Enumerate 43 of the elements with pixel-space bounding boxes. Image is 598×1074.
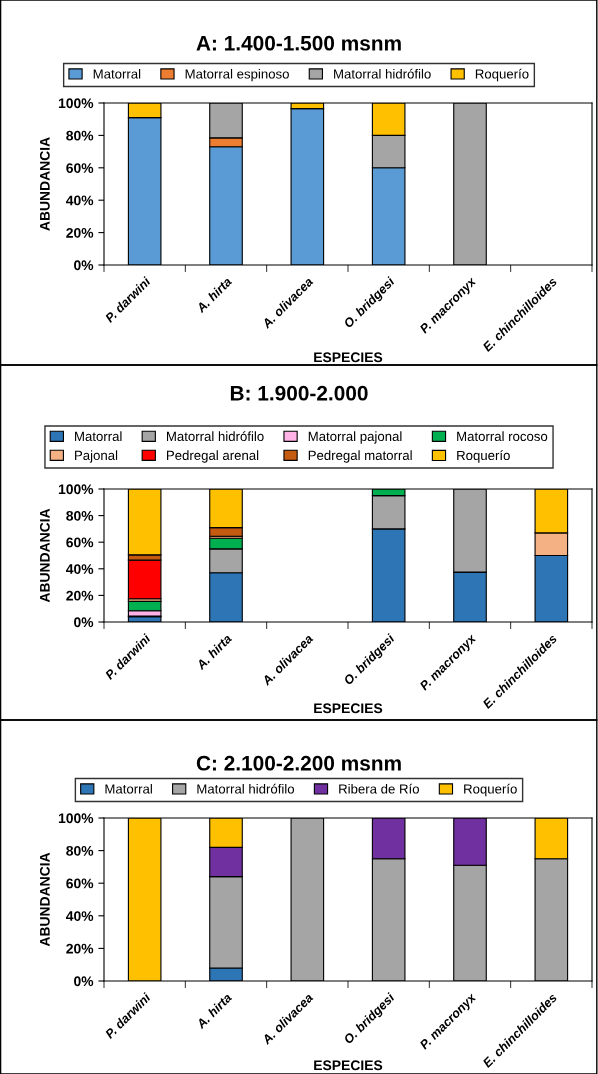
y-tick-label: 100% bbox=[58, 813, 94, 824]
y-tick-label: 60% bbox=[66, 537, 94, 548]
x-axis-title: ESPECIES bbox=[314, 1060, 383, 1071]
legend-label: Matorral hidrófilo bbox=[166, 431, 264, 442]
legend-label: Matorral pajonal bbox=[308, 431, 402, 444]
y-axis-title: ABUNDANCIA bbox=[39, 508, 50, 603]
y-tick-label: 0% bbox=[74, 617, 94, 628]
y-tick-label: 60% bbox=[66, 878, 94, 889]
chart-title: A: 1.400-1.500 msnm bbox=[196, 35, 401, 51]
legend-label: Roquerío bbox=[464, 783, 517, 797]
y-axis-title: ABUNDANCIA bbox=[39, 137, 50, 231]
legend-label: Roquerío bbox=[457, 450, 510, 463]
y-tick-label: 60% bbox=[66, 163, 94, 173]
legend-label: Pedregal arenal bbox=[166, 450, 259, 463]
chart-title: C: 2.100-2.200 msnm bbox=[196, 755, 401, 771]
y-tick-label: 100% bbox=[58, 484, 94, 495]
legend-label: Matorral hidrófilo bbox=[197, 783, 295, 794]
chart-title: B: 1.900-2.000 bbox=[230, 385, 368, 401]
legend-label: Matorral rocoso bbox=[457, 431, 548, 442]
x-axis-title: ESPECIES bbox=[314, 352, 383, 363]
legend-label: Matorral bbox=[105, 783, 152, 794]
y-tick-label: 20% bbox=[66, 227, 94, 238]
x-axis-title: ESPECIES bbox=[314, 703, 383, 714]
y-axis-title: ABUNDANCIA bbox=[39, 852, 50, 947]
y-tick-label: 40% bbox=[66, 564, 94, 574]
y-tick-label: 100% bbox=[58, 98, 94, 109]
legend-label: Matorral bbox=[93, 68, 141, 79]
y-tick-label: 0% bbox=[74, 976, 94, 987]
y-tick-label: 80% bbox=[66, 845, 94, 856]
legend-label: Matorral espinoso bbox=[185, 68, 289, 82]
legend-label: Roquerío bbox=[475, 68, 529, 82]
legend-label: Matorral bbox=[75, 431, 122, 442]
y-tick-label: 40% bbox=[66, 911, 94, 921]
legend-label: Pajonal bbox=[75, 450, 118, 463]
legend-label: Pedregal matorral bbox=[308, 450, 412, 463]
y-tick-label: 20% bbox=[66, 943, 94, 954]
y-tick-label: 20% bbox=[66, 590, 94, 601]
y-tick-label: 0% bbox=[74, 260, 94, 271]
legend-label: Ribera de Río bbox=[339, 783, 419, 794]
y-tick-label: 80% bbox=[66, 510, 94, 521]
y-tick-label: 80% bbox=[66, 130, 94, 141]
legend-label: Matorral hidrófilo bbox=[334, 68, 431, 79]
y-tick-label: 40% bbox=[66, 195, 94, 206]
